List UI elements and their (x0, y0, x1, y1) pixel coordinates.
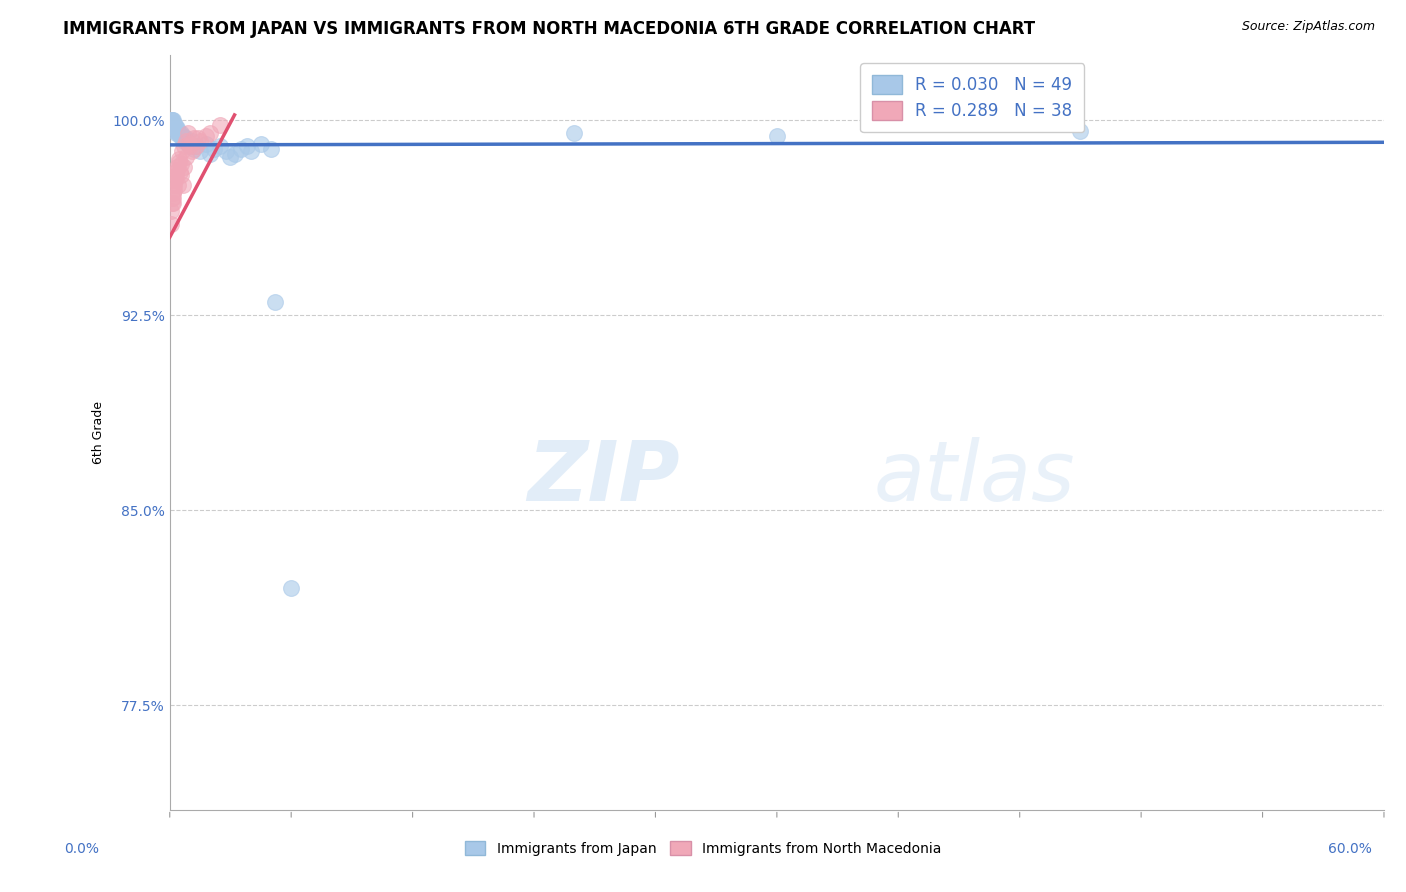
Point (187, 131, 209, 145)
Point (177, 136, 200, 151)
Point (250, 136, 273, 151)
Point (195, 136, 218, 151)
Point (160, 113, 183, 128)
Point (215, 145, 238, 159)
Point (280, 582, 302, 596)
Legend: R = 0.030   N = 49, R = 0.289   N = 38: R = 0.030 N = 49, R = 0.289 N = 38 (860, 63, 1084, 132)
Point (174, 131, 197, 145)
Point (165, 173, 187, 187)
Point (209, 139, 232, 153)
Point (163, 183, 186, 197)
Point (219, 150, 242, 164)
Point (170, 128, 193, 143)
Point (202, 142, 225, 156)
Point (184, 139, 207, 153)
Point (239, 145, 262, 159)
Point (162, 116, 184, 130)
Point (159, 113, 181, 128)
Point (174, 150, 197, 164)
Point (183, 142, 205, 156)
Point (160, 113, 183, 128)
Point (170, 131, 193, 145)
Point (181, 145, 204, 159)
Point (162, 186, 184, 200)
Point (170, 168, 193, 182)
Point (167, 152, 190, 166)
Point (224, 147, 246, 161)
Point (179, 139, 201, 153)
Point (173, 160, 195, 174)
Point (1069, 123, 1091, 137)
Point (195, 128, 218, 143)
Point (200, 147, 222, 161)
Point (174, 134, 197, 148)
Point (160, 196, 183, 211)
Text: Source: ZipAtlas.com: Source: ZipAtlas.com (1241, 20, 1375, 33)
Point (172, 178, 194, 193)
Point (177, 126, 200, 140)
Point (179, 139, 201, 153)
Point (162, 113, 184, 128)
Point (229, 142, 252, 156)
Point (170, 126, 193, 140)
Point (564, 126, 586, 140)
Point (209, 119, 232, 133)
Point (165, 165, 187, 179)
Point (188, 134, 211, 148)
Point (163, 120, 186, 135)
Point (173, 134, 195, 148)
Text: IMMIGRANTS FROM JAPAN VS IMMIGRANTS FROM NORTH MACEDONIA 6TH GRADE CORRELATION C: IMMIGRANTS FROM JAPAN VS IMMIGRANTS FROM… (63, 20, 1035, 37)
Point (163, 178, 186, 193)
Point (165, 126, 187, 140)
Point (170, 157, 193, 171)
Point (165, 119, 187, 133)
Point (163, 119, 186, 133)
Point (172, 128, 194, 143)
Point (188, 145, 211, 159)
Point (166, 126, 188, 140)
Point (160, 119, 183, 133)
Text: 0.0%: 0.0% (65, 842, 98, 856)
Point (184, 139, 207, 153)
Y-axis label: 6th Grade: 6th Grade (93, 401, 105, 464)
Point (166, 162, 188, 177)
Point (160, 191, 183, 205)
Point (200, 126, 222, 140)
Point (166, 160, 188, 174)
Point (235, 139, 257, 153)
Point (166, 178, 188, 193)
Point (163, 123, 186, 137)
Point (162, 116, 184, 130)
Text: ZIP: ZIP (527, 437, 679, 518)
Point (159, 217, 181, 231)
Point (169, 128, 191, 143)
Point (166, 120, 188, 135)
Point (163, 170, 186, 185)
Point (260, 142, 283, 156)
Text: atlas: atlas (875, 437, 1076, 518)
Point (165, 168, 187, 182)
Point (181, 134, 204, 148)
Point (162, 191, 184, 205)
Point (264, 295, 287, 310)
Point (169, 154, 191, 169)
Point (170, 145, 193, 159)
Text: 60.0%: 60.0% (1327, 842, 1372, 856)
Point (169, 165, 191, 179)
Point (160, 204, 183, 219)
Point (166, 123, 188, 137)
Point (177, 136, 200, 151)
Point (173, 139, 195, 153)
Legend: Immigrants from Japan, Immigrants from North Macedonia: Immigrants from Japan, Immigrants from N… (458, 834, 948, 863)
Point (183, 131, 205, 145)
Point (160, 116, 183, 130)
Point (165, 120, 187, 135)
Point (167, 126, 190, 140)
Point (162, 196, 184, 211)
Point (766, 128, 789, 143)
Point (163, 119, 186, 133)
